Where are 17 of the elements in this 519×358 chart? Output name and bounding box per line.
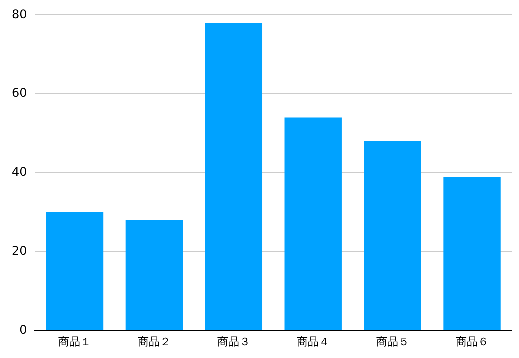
x-tick-label: 商品４ xyxy=(296,335,330,348)
x-tick-label: 商品５ xyxy=(376,335,410,348)
bar xyxy=(126,220,184,330)
y-tick-label: 40 xyxy=(12,165,28,180)
y-tick-label: 0 xyxy=(20,322,28,337)
bar xyxy=(46,212,104,330)
x-tick-label: 商品１ xyxy=(58,335,92,348)
bar xyxy=(284,118,342,330)
x-tick-label: 商品３ xyxy=(217,335,250,348)
bar xyxy=(205,23,263,330)
x-tick-label: 商品２ xyxy=(138,335,171,348)
bar xyxy=(444,176,501,330)
bar xyxy=(364,141,422,330)
x-tick-label: 商品６ xyxy=(456,335,489,348)
y-tick-label: 20 xyxy=(12,244,28,258)
y-tick-label: 80 xyxy=(12,7,28,22)
y-tick-label: 60 xyxy=(12,86,28,100)
